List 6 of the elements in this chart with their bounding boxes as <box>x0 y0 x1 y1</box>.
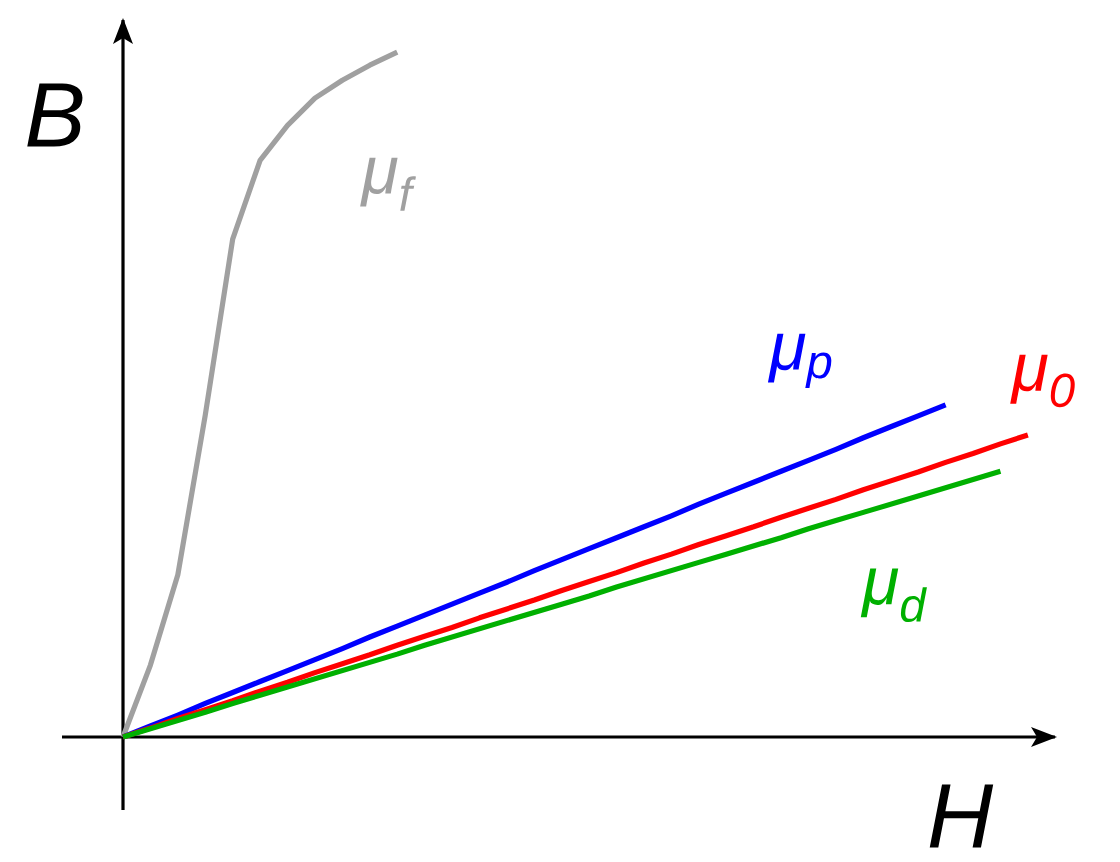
series-label: μ$_{0}$ <box>1010 354 1075 408</box>
series-label: μ$_{f}$ <box>360 157 416 211</box>
y-axis-title: B <box>27 83 83 147</box>
series-label: μ$_{d}$ <box>860 568 927 623</box>
x-axis-title: H <box>929 784 994 848</box>
series-label: μ$_{p}$ <box>767 333 832 388</box>
